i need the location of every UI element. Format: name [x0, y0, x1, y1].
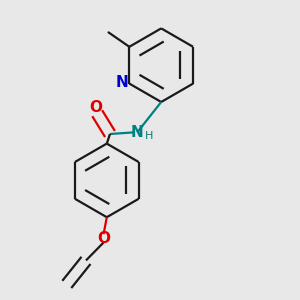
Text: N: N — [131, 125, 144, 140]
Text: O: O — [97, 230, 110, 245]
Text: H: H — [145, 131, 154, 141]
Text: N: N — [116, 75, 129, 90]
Text: O: O — [89, 100, 102, 115]
